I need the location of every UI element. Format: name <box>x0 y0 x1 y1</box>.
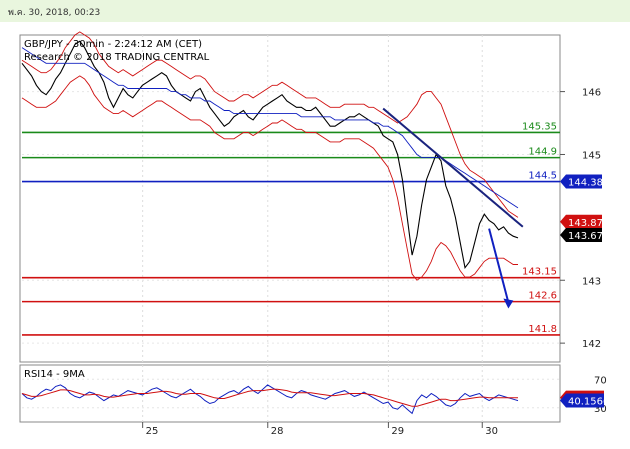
rsi-label: RSI14 - 9MA <box>24 369 85 380</box>
level-label: 144.5 <box>528 171 557 182</box>
rsi-series-RSI14 <box>21 384 519 415</box>
price-badge <box>560 227 602 242</box>
date-bar: พ.ค. 30, 2018, 00:23 <box>0 0 630 22</box>
rsi-tick-label: 30 <box>594 404 607 415</box>
chart-subtitle: Research © 2018 TRADING CENTRAL <box>24 52 210 63</box>
series-upper-band <box>21 31 519 218</box>
trendline <box>382 107 524 228</box>
chart-title: GBP/JPY - 30min - 2:24:12 AM (CET) <box>24 39 202 50</box>
rsi-tick-label: 70 <box>594 375 607 386</box>
y-tick-label: 143 <box>582 276 601 287</box>
price-badge <box>560 174 602 189</box>
annotations <box>382 107 524 309</box>
series-price <box>21 40 519 270</box>
y-tick-label: 145 <box>582 150 601 161</box>
price-badge <box>560 214 602 229</box>
level-label: 141.8 <box>528 324 557 335</box>
rsi-badge <box>560 393 604 408</box>
level-label: 145.35 <box>522 121 557 132</box>
series-moving-average <box>21 47 519 209</box>
rsi-panel <box>19 364 561 423</box>
price-badge-label: 143.87 <box>568 218 603 229</box>
forecast-arrow-head <box>503 298 514 309</box>
rsi-series-9MA <box>21 388 519 407</box>
price-badge-label: 143.674 <box>568 231 609 242</box>
series-lower-band <box>21 75 518 281</box>
x-tick-label: 25 <box>146 426 159 437</box>
price-badge-label: 144.388 <box>568 178 609 189</box>
y-tick-label: 142 <box>582 339 601 350</box>
x-tick-label: 29 <box>391 426 404 437</box>
axes: 25 28 29 30 146 145 143 142 70 30 <box>142 88 607 437</box>
level-label: 143.15 <box>522 267 557 278</box>
rsi-badge-label: 40.1566 <box>568 397 609 408</box>
rsi-series <box>21 384 519 415</box>
level-label: 142.6 <box>528 291 557 302</box>
x-tick-label: 30 <box>485 426 498 437</box>
level-label: 144.9 <box>528 147 557 158</box>
forecast-arrow-shaft <box>488 228 510 303</box>
price-panel <box>19 34 561 363</box>
x-tick-label: 28 <box>271 426 284 437</box>
price-series <box>21 31 519 281</box>
y-tick-label: 146 <box>582 88 601 99</box>
datetime-label: พ.ค. 30, 2018, 00:23 <box>8 8 101 18</box>
